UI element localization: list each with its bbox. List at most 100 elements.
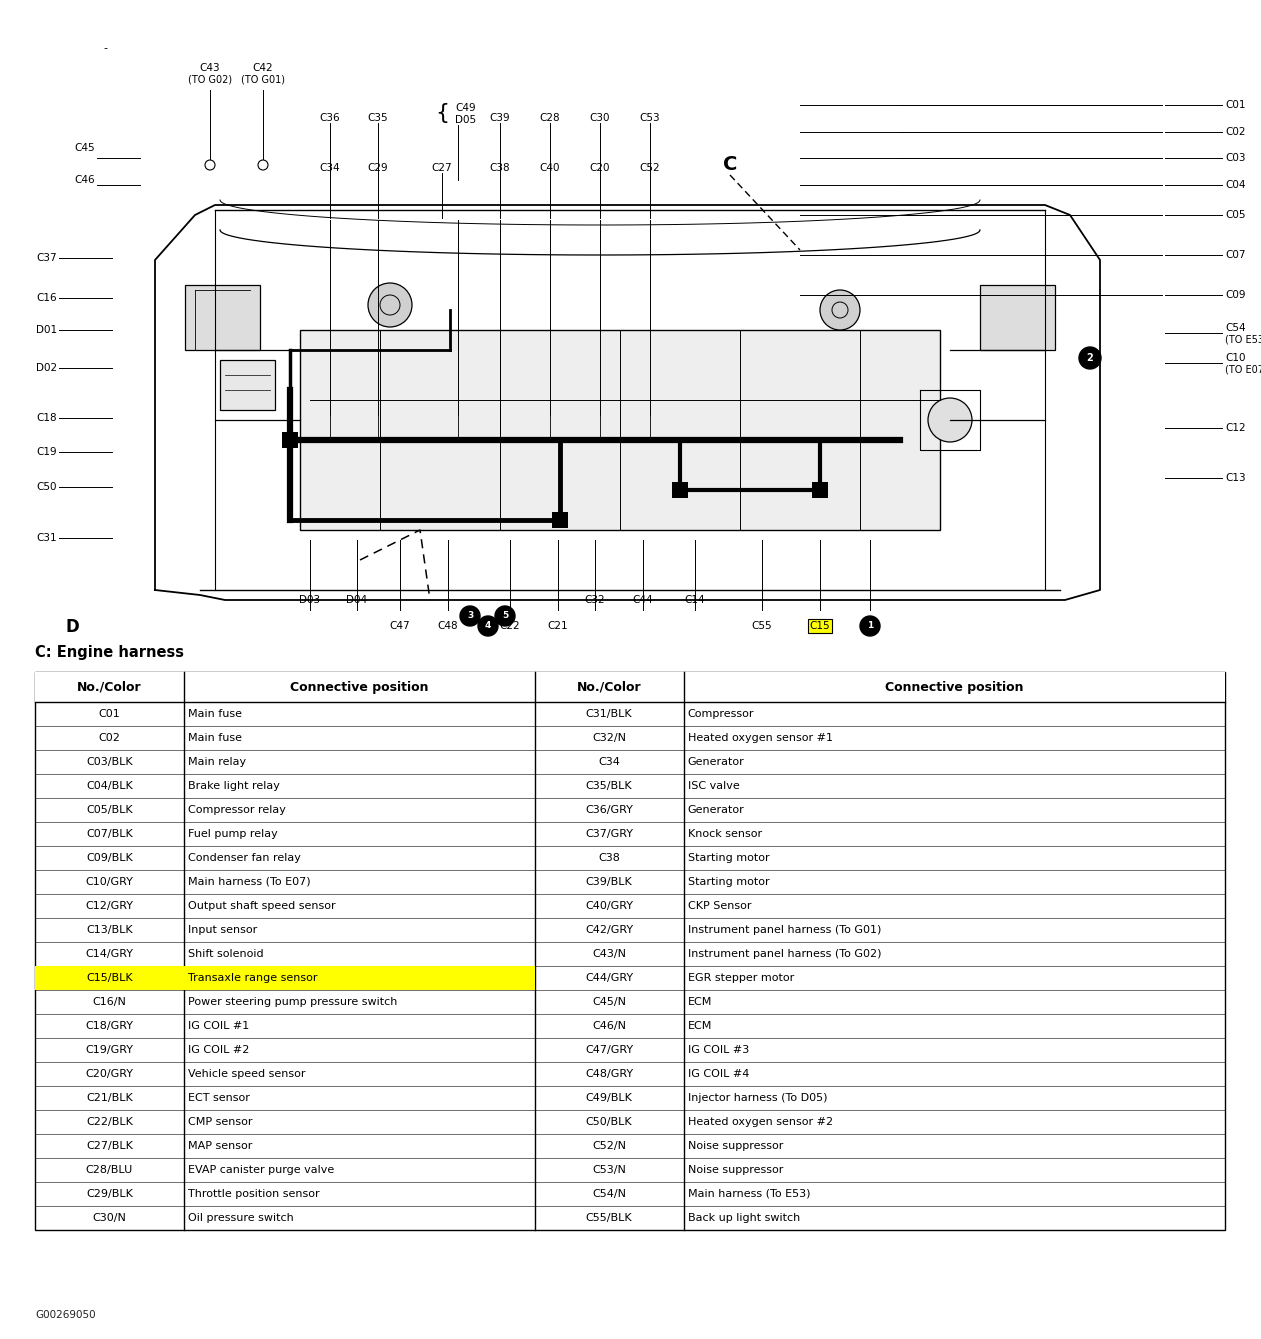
Text: C03/BLK: C03/BLK xyxy=(86,757,132,767)
Text: Compressor: Compressor xyxy=(687,708,754,719)
Circle shape xyxy=(259,159,269,170)
Text: IG COIL #4: IG COIL #4 xyxy=(687,1069,749,1079)
Text: (TO E53): (TO E53) xyxy=(1224,335,1261,345)
Text: Main harness (To E07): Main harness (To E07) xyxy=(188,877,310,886)
Text: Injector harness (To D05): Injector harness (To D05) xyxy=(687,1093,827,1103)
Text: Main fuse: Main fuse xyxy=(188,708,242,719)
Text: 4: 4 xyxy=(484,621,492,631)
Text: CMP sensor: CMP sensor xyxy=(188,1117,252,1127)
Text: ISC valve: ISC valve xyxy=(687,781,739,791)
Text: C18/GRY: C18/GRY xyxy=(86,1022,134,1031)
Text: C14/GRY: C14/GRY xyxy=(86,949,134,959)
Text: G00269050: G00269050 xyxy=(35,1310,96,1320)
Text: D02: D02 xyxy=(35,363,57,374)
Text: C53/N: C53/N xyxy=(593,1165,627,1176)
Text: C50/BLK: C50/BLK xyxy=(586,1117,633,1127)
Text: (TO E07): (TO E07) xyxy=(1224,366,1261,375)
Text: C01: C01 xyxy=(98,708,120,719)
Circle shape xyxy=(478,616,498,636)
Text: Oil pressure switch: Oil pressure switch xyxy=(188,1213,294,1223)
Text: Transaxle range sensor: Transaxle range sensor xyxy=(188,973,318,983)
Text: C53: C53 xyxy=(639,112,661,123)
Text: C37: C37 xyxy=(37,253,57,262)
Text: C30: C30 xyxy=(590,112,610,123)
Text: C16: C16 xyxy=(37,293,57,303)
Text: C29: C29 xyxy=(368,163,388,173)
Circle shape xyxy=(460,607,480,627)
Text: C07: C07 xyxy=(1224,250,1246,260)
Text: Instrument panel harness (To G02): Instrument panel harness (To G02) xyxy=(687,949,881,959)
Text: C32: C32 xyxy=(585,595,605,605)
Text: C42: C42 xyxy=(252,63,274,74)
Text: C29/BLK: C29/BLK xyxy=(86,1189,132,1198)
Text: C15: C15 xyxy=(810,621,830,631)
Text: C22: C22 xyxy=(499,621,521,631)
Text: C31: C31 xyxy=(37,533,57,544)
Text: EVAP canister purge valve: EVAP canister purge valve xyxy=(188,1165,334,1176)
Text: C14: C14 xyxy=(685,595,705,605)
Text: C34: C34 xyxy=(320,163,340,173)
Text: IG COIL #3: IG COIL #3 xyxy=(687,1044,749,1055)
Bar xyxy=(300,329,939,530)
Text: C37/GRY: C37/GRY xyxy=(585,829,633,840)
Text: Heated oxygen sensor #2: Heated oxygen sensor #2 xyxy=(687,1117,832,1127)
Text: C52/N: C52/N xyxy=(593,1141,627,1152)
Bar xyxy=(552,511,567,528)
Text: No./Color: No./Color xyxy=(576,680,642,694)
Text: No./Color: No./Color xyxy=(77,680,141,694)
Text: C03: C03 xyxy=(1224,153,1246,163)
Text: C54/N: C54/N xyxy=(593,1189,627,1198)
Text: Condenser fan relay: Condenser fan relay xyxy=(188,853,300,864)
Bar xyxy=(672,482,689,498)
Text: EGR stepper motor: EGR stepper motor xyxy=(687,973,794,983)
Text: Connective position: Connective position xyxy=(885,680,1024,694)
Text: Starting motor: Starting motor xyxy=(687,877,769,886)
Text: Power steering pump pressure switch: Power steering pump pressure switch xyxy=(188,998,397,1007)
Text: C10: C10 xyxy=(1224,353,1246,363)
Text: C13: C13 xyxy=(1224,473,1246,483)
Text: C30/N: C30/N xyxy=(92,1213,126,1223)
Text: C49/BLK: C49/BLK xyxy=(586,1093,633,1103)
Text: C55/BLK: C55/BLK xyxy=(586,1213,633,1223)
Text: 2: 2 xyxy=(1087,353,1093,363)
Text: Generator: Generator xyxy=(687,805,744,815)
Text: C48: C48 xyxy=(438,621,458,631)
Text: Heated oxygen sensor #1: Heated oxygen sensor #1 xyxy=(687,732,832,743)
Text: C09/BLK: C09/BLK xyxy=(86,853,132,864)
Text: C36: C36 xyxy=(320,112,340,123)
Text: Vehicle speed sensor: Vehicle speed sensor xyxy=(188,1069,305,1079)
Text: IG COIL #2: IG COIL #2 xyxy=(188,1044,250,1055)
Text: {: { xyxy=(435,103,449,123)
Circle shape xyxy=(820,291,860,329)
Text: Throttle position sensor: Throttle position sensor xyxy=(188,1189,319,1198)
Text: C21/BLK: C21/BLK xyxy=(86,1093,132,1103)
Text: Input sensor: Input sensor xyxy=(188,925,257,935)
Text: Noise suppressor: Noise suppressor xyxy=(687,1165,783,1176)
Bar xyxy=(35,672,1224,1231)
Text: D04: D04 xyxy=(347,595,367,605)
Text: C40: C40 xyxy=(540,163,560,173)
Text: C02: C02 xyxy=(1224,127,1246,137)
Text: C34: C34 xyxy=(598,757,620,767)
Text: IG COIL #1: IG COIL #1 xyxy=(188,1022,248,1031)
Text: C02: C02 xyxy=(98,732,120,743)
Text: C09: C09 xyxy=(1224,291,1246,300)
Text: C45: C45 xyxy=(74,143,95,153)
Bar xyxy=(185,285,260,349)
Text: C20: C20 xyxy=(590,163,610,173)
Circle shape xyxy=(368,283,412,327)
Text: C12/GRY: C12/GRY xyxy=(86,901,134,911)
Text: 1: 1 xyxy=(866,621,873,631)
Text: C22/BLK: C22/BLK xyxy=(86,1117,132,1127)
Bar xyxy=(35,672,1224,702)
Text: Main fuse: Main fuse xyxy=(188,732,242,743)
Text: D01: D01 xyxy=(35,325,57,335)
Text: Connective position: Connective position xyxy=(290,680,429,694)
Bar xyxy=(35,965,535,990)
Text: ECM: ECM xyxy=(687,1022,712,1031)
Text: C28: C28 xyxy=(540,112,560,123)
Text: C39: C39 xyxy=(489,112,511,123)
Text: C43/N: C43/N xyxy=(593,949,627,959)
Text: C12: C12 xyxy=(1224,423,1246,432)
Text: Starting motor: Starting motor xyxy=(687,853,769,864)
